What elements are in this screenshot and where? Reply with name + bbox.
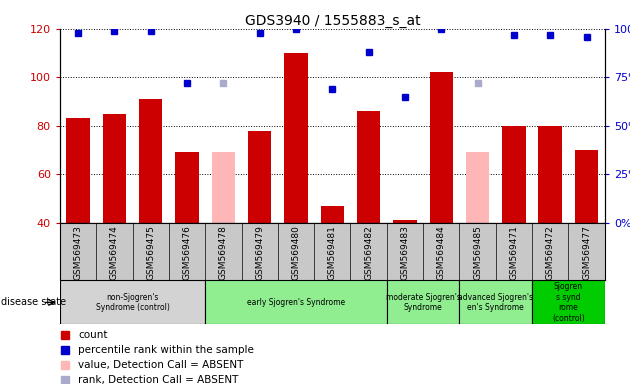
Bar xyxy=(212,152,235,223)
Text: percentile rank within the sample: percentile rank within the sample xyxy=(79,345,255,355)
Text: GSM569482: GSM569482 xyxy=(364,225,373,280)
Text: GSM569473: GSM569473 xyxy=(74,225,83,280)
Text: advanced Sjogren's
en's Syndrome: advanced Sjogren's en's Syndrome xyxy=(458,293,534,312)
Bar xyxy=(539,126,562,223)
Text: moderate Sjogren's
Syndrome: moderate Sjogren's Syndrome xyxy=(386,293,461,312)
Bar xyxy=(387,280,459,324)
Bar xyxy=(139,99,163,223)
Text: GSM569474: GSM569474 xyxy=(110,225,119,280)
Text: GSM569480: GSM569480 xyxy=(292,225,301,280)
Text: count: count xyxy=(79,330,108,340)
Text: early Sjogren's Syndrome: early Sjogren's Syndrome xyxy=(247,298,345,307)
Bar xyxy=(248,131,272,223)
Bar xyxy=(205,280,387,324)
Bar xyxy=(60,280,205,324)
Text: GSM569475: GSM569475 xyxy=(146,225,155,280)
Text: GSM569472: GSM569472 xyxy=(546,225,555,280)
Bar xyxy=(393,220,417,223)
Text: GSM569484: GSM569484 xyxy=(437,225,446,280)
Bar xyxy=(175,152,199,223)
Bar xyxy=(575,150,598,223)
Title: GDS3940 / 1555883_s_at: GDS3940 / 1555883_s_at xyxy=(244,14,420,28)
Text: disease state: disease state xyxy=(1,297,66,308)
Text: GSM569481: GSM569481 xyxy=(328,225,337,280)
Text: GSM569479: GSM569479 xyxy=(255,225,264,280)
Text: value, Detection Call = ABSENT: value, Detection Call = ABSENT xyxy=(79,360,244,370)
Bar xyxy=(502,126,526,223)
Bar xyxy=(103,114,126,223)
Text: GSM569478: GSM569478 xyxy=(219,225,228,280)
Text: GSM569483: GSM569483 xyxy=(401,225,410,280)
Text: GSM569471: GSM569471 xyxy=(510,225,518,280)
Bar xyxy=(321,206,344,223)
Text: GSM569477: GSM569477 xyxy=(582,225,591,280)
Bar xyxy=(357,111,381,223)
Bar xyxy=(284,53,308,223)
Text: rank, Detection Call = ABSENT: rank, Detection Call = ABSENT xyxy=(79,375,239,384)
Text: non-Sjogren's
Syndrome (control): non-Sjogren's Syndrome (control) xyxy=(96,293,169,312)
Bar xyxy=(430,73,453,223)
Text: GSM569476: GSM569476 xyxy=(183,225,192,280)
Bar xyxy=(532,280,605,324)
Bar xyxy=(66,119,90,223)
Bar xyxy=(459,280,532,324)
Text: Sjogren
s synd
rome
(control): Sjogren s synd rome (control) xyxy=(552,282,585,323)
Text: GSM569485: GSM569485 xyxy=(473,225,482,280)
Bar xyxy=(466,152,490,223)
